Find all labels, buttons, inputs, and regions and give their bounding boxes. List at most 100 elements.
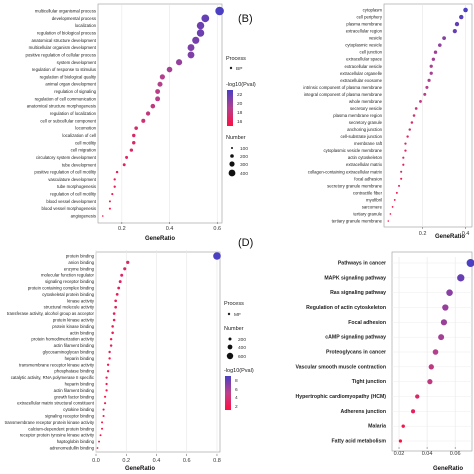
term-label: blood vessel morphogenesis: [42, 206, 96, 211]
x-tick-label: 0.8: [213, 458, 221, 464]
term-label: positive regulation of cell motility: [34, 170, 96, 175]
term-label: localization of cell: [62, 133, 96, 138]
x-tick-label: 0.2: [419, 231, 427, 237]
data-point: [112, 312, 116, 315]
term-label: anatomical structure development: [32, 38, 97, 43]
term-label: vasculature development: [48, 177, 97, 182]
data-point: [166, 66, 173, 73]
data-point: [141, 118, 146, 123]
panel-b-grid: [422, 4, 466, 227]
data-point: [111, 192, 114, 196]
data-point: [103, 402, 107, 405]
term-label: extracellular matrix: [346, 162, 383, 167]
data-point: [111, 325, 114, 328]
term-label: multicellular organism development: [29, 45, 97, 50]
panel-d-x-ticks: 0.02 0.04 0.06: [394, 447, 461, 457]
term-label: collagen-containing extracellular matrix: [308, 169, 383, 174]
term-label: actin cytoskeleton: [348, 155, 383, 160]
term-label: positive regulation of cellular process: [26, 52, 96, 57]
term-label: animal organ development: [45, 82, 96, 87]
panel-c-legend-size-600-label: 600: [238, 354, 246, 360]
data-point: [429, 71, 433, 75]
term-label: cytoplasm: [363, 8, 383, 13]
term-label: plasma membrane region: [333, 113, 382, 118]
term-label: system development: [57, 60, 97, 65]
panel-c-legend-color-title: -log10(Pval): [224, 368, 254, 374]
term-label: kinase activity: [67, 298, 95, 303]
term-label: secretory granule: [349, 120, 383, 125]
x-tick-label: 0.06: [450, 451, 461, 457]
term-label: sarcomere: [362, 204, 383, 209]
term-label: secretory vesicle: [350, 106, 383, 111]
data-point: [423, 92, 427, 96]
panel-d-x-label: GeneRatio: [433, 466, 463, 472]
term-label: receptor protein tyrosine kinase activit…: [20, 433, 95, 438]
panel-a-term-labels: multicellular organismal process developm…: [26, 9, 97, 219]
term-label: Proteoglycans in cancer: [326, 350, 386, 356]
data-point: [105, 382, 108, 386]
data-point: [389, 213, 392, 215]
term-label: intrinsic component of plasma membrane: [303, 85, 382, 90]
data-point: [402, 156, 405, 159]
panel-c-legend-process-dot: [227, 312, 231, 316]
data-point: [113, 178, 116, 181]
x-tick-label: 0.4: [153, 458, 161, 464]
term-label: Tight junction: [352, 379, 386, 385]
term-label: extracellular space: [346, 57, 382, 62]
term-label: tertiary granule membrane: [332, 219, 383, 224]
data-point: [401, 424, 405, 428]
term-label: extracellular region: [346, 29, 383, 34]
panel-a-legend-color-18: 18: [237, 110, 243, 116]
panel-a-x-label: GeneRatio: [145, 236, 175, 242]
data-point: [157, 81, 163, 87]
term-label: cytoplasmic vesicle: [345, 43, 382, 48]
term-label: protein binding: [66, 254, 95, 259]
data-point: [106, 363, 110, 366]
term-label: circulatory system development: [36, 155, 97, 160]
data-point: [108, 350, 111, 354]
term-label: protein homodimerization activity: [31, 337, 94, 342]
data-point: [459, 14, 464, 20]
term-label: cell or subcellular component: [40, 118, 96, 123]
data-point: [213, 252, 221, 260]
data-point: [106, 370, 110, 373]
term-label: extracellular organelle: [340, 71, 383, 76]
term-label: plasma membrane: [346, 22, 382, 27]
term-label: developmental process: [52, 16, 96, 21]
data-point: [109, 337, 113, 341]
data-point: [201, 14, 210, 23]
data-point: [440, 319, 448, 326]
term-label: structural molecule activity: [44, 305, 95, 310]
term-label: anchoring junction: [347, 127, 382, 132]
data-point: [425, 85, 429, 89]
panel-a-legend-size-400: [228, 169, 236, 177]
term-label: glycosaminoglycan binding: [43, 350, 95, 355]
term-label: tube morphogenesis: [57, 184, 96, 189]
term-label: cell periphery: [356, 15, 382, 20]
term-label: transmembrane receptor kinase activity: [19, 362, 95, 367]
data-point: [115, 170, 119, 174]
panel-d-label: (D): [238, 237, 253, 249]
panel-d-points: [398, 259, 474, 443]
x-tick-label: 0.4: [462, 231, 470, 237]
panel-a-legend-process-dot: [229, 66, 233, 70]
term-label: transmembrane receptor protein kinase ac…: [5, 420, 95, 425]
data-point: [109, 344, 113, 347]
term-label: heparin binding: [65, 356, 95, 361]
data-point: [442, 36, 446, 41]
term-label: cytoplasmic vesicle membrane: [323, 148, 382, 153]
term-label: growth factor binding: [54, 394, 94, 399]
panel-a-legend-colorbar: [227, 90, 233, 126]
term-label: blood vessel development: [46, 199, 96, 204]
data-point: [150, 103, 156, 109]
data-point: [391, 206, 394, 208]
panel-b-label: (B): [238, 13, 253, 25]
panel-a-x-ticks: 0.2 0.4 0.6: [118, 222, 221, 232]
panel-a-grid: [121, 5, 218, 222]
data-point: [466, 259, 474, 267]
term-label: protein kinase binding: [52, 324, 94, 329]
term-label: calcium-dependent protein binding: [28, 426, 94, 431]
